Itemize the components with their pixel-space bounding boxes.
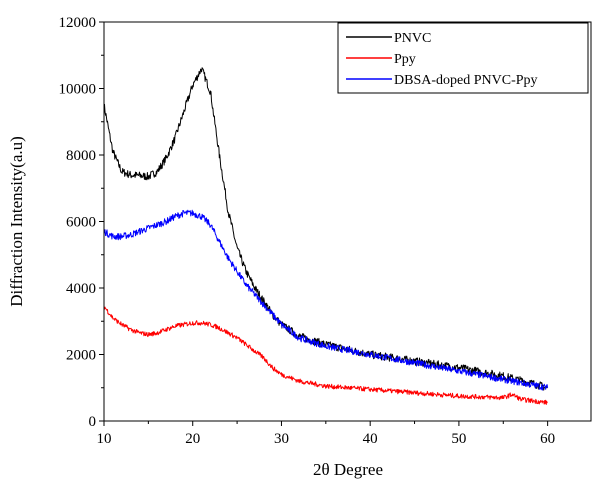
y-tick-label: 6000	[66, 215, 96, 231]
x-tick-label: 60	[540, 431, 555, 447]
legend: PNVC Ppy DBSA-doped PNVC-Ppy	[337, 22, 589, 94]
legend-label-ppy: Ppy	[394, 52, 416, 67]
ticks-layer: 10 20 30 40 50 60 0 2000 4000 6000 8000 10000 12000	[59, 15, 556, 447]
y-tick-label: 0	[89, 414, 97, 430]
y-tick-label: 2000	[66, 348, 96, 364]
x-tick-label: 30	[274, 431, 289, 447]
x-axis-title: 2θ Degree	[313, 460, 383, 479]
x-tick-label: 50	[451, 431, 466, 447]
series-line-pnvc	[103, 67, 548, 391]
legend-label-pnvc: PNVC	[394, 31, 431, 46]
y-tick-label: 4000	[66, 281, 96, 297]
y-tick-label: 8000	[66, 148, 96, 164]
legend-label-dbsa-doped-pnvc-ppy: DBSA-doped PNVC-Ppy	[394, 73, 538, 88]
y-tick-label: 10000	[59, 82, 97, 98]
series-layer	[103, 67, 549, 405]
y-tick-label: 12000	[59, 15, 97, 31]
x-tick-label: 40	[363, 431, 378, 447]
x-tick-label: 20	[185, 431, 200, 447]
series-line-ppy	[103, 306, 548, 405]
x-tick-label: 10	[97, 431, 112, 447]
y-axis-title: Diffraction Intensity(a.u)	[7, 136, 26, 307]
series-line-dbsa-doped-pnvc-ppy	[103, 209, 549, 391]
